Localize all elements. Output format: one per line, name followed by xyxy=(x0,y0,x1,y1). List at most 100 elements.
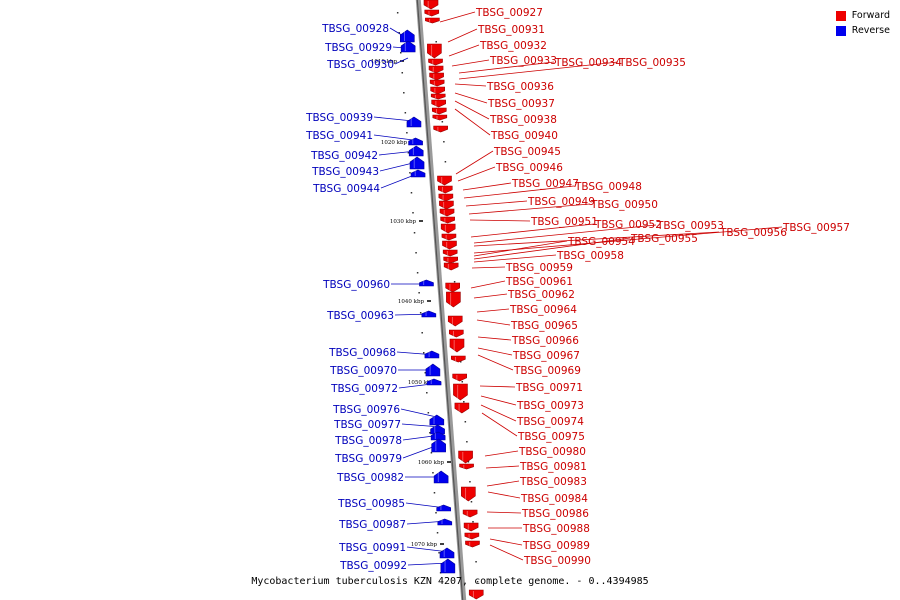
forward-gene-label[interactable]: TBSG_00964 xyxy=(509,304,577,316)
forward-gene-label[interactable]: TBSG_00958 xyxy=(556,250,624,262)
forward-gene-label[interactable]: TBSG_00937 xyxy=(487,98,555,110)
reverse-gene-label[interactable]: TBSG_00987 xyxy=(338,519,406,531)
forward-gene-label[interactable]: TBSG_00989 xyxy=(522,540,590,552)
forward-gene-label[interactable]: TBSG_00946 xyxy=(495,162,563,174)
forward-gene-36[interactable] xyxy=(459,463,474,470)
forward-gene-33[interactable] xyxy=(453,383,468,401)
forward-gene-label[interactable]: TBSG_00984 xyxy=(520,493,588,505)
forward-gene-16[interactable] xyxy=(438,193,454,202)
forward-gene-label[interactable]: TBSG_00947 xyxy=(511,178,579,190)
forward-gene-14[interactable] xyxy=(437,175,452,186)
reverse-gene-label[interactable]: TBSG_00968 xyxy=(328,347,396,359)
forward-gene-label[interactable]: TBSG_00948 xyxy=(574,181,642,193)
reverse-gene-label[interactable]: TBSG_00976 xyxy=(332,404,400,416)
reverse-gene-label[interactable]: TBSG_00960 xyxy=(322,279,390,291)
forward-gene-20[interactable] xyxy=(440,223,456,234)
reverse-gene-19[interactable] xyxy=(439,547,455,559)
reverse-gene-label[interactable]: TBSG_00991 xyxy=(338,542,406,554)
forward-gene-label[interactable]: TBSG_00971 xyxy=(515,382,583,394)
forward-gene-label[interactable]: TBSG_00973 xyxy=(516,400,584,412)
forward-gene-37[interactable] xyxy=(461,486,476,502)
forward-gene-label[interactable]: TBSG_00927 xyxy=(475,7,543,19)
forward-gene-13[interactable] xyxy=(433,125,448,133)
forward-gene-label[interactable]: TBSG_00961 xyxy=(505,276,573,288)
reverse-gene-label[interactable]: TBSG_00943 xyxy=(311,166,379,178)
reverse-gene-7[interactable] xyxy=(419,279,434,287)
reverse-gene-11[interactable] xyxy=(426,378,442,386)
reverse-gene-label[interactable]: TBSG_00929 xyxy=(324,42,392,54)
forward-gene-label[interactable]: TBSG_00933 xyxy=(489,55,557,67)
reverse-gene-0[interactable] xyxy=(399,29,415,43)
reverse-gene-12[interactable] xyxy=(429,414,445,426)
reverse-gene-label[interactable]: TBSG_00978 xyxy=(334,435,402,447)
forward-gene-label[interactable]: TBSG_00954 xyxy=(567,236,635,248)
reverse-gene-label[interactable]: TBSG_00970 xyxy=(329,365,397,377)
forward-gene-23[interactable] xyxy=(442,249,458,257)
reverse-gene-16[interactable] xyxy=(433,470,449,484)
reverse-gene-3[interactable] xyxy=(408,137,423,146)
forward-gene-label[interactable]: TBSG_00966 xyxy=(511,335,579,347)
reverse-gene-18[interactable] xyxy=(437,518,453,526)
reverse-gene-label[interactable]: TBSG_00941 xyxy=(305,130,373,142)
forward-gene-label[interactable]: TBSG_00981 xyxy=(519,461,587,473)
forward-gene-18[interactable] xyxy=(439,208,455,217)
forward-gene-label[interactable]: TBSG_00967 xyxy=(512,350,580,362)
forward-gene-label[interactable]: TBSG_00935 xyxy=(618,57,686,69)
reverse-gene-label[interactable]: TBSG_00972 xyxy=(330,383,398,395)
reverse-gene-label[interactable]: TBSG_00942 xyxy=(310,150,378,162)
forward-gene-19[interactable] xyxy=(440,216,455,224)
forward-gene-label[interactable]: TBSG_00934 xyxy=(554,57,622,69)
forward-gene-9[interactable] xyxy=(430,93,446,100)
forward-gene-label[interactable]: TBSG_00940 xyxy=(490,130,558,142)
forward-gene-label[interactable]: TBSG_00975 xyxy=(517,431,585,443)
forward-gene-8[interactable] xyxy=(430,86,445,95)
reverse-gene-label[interactable]: TBSG_00982 xyxy=(336,472,404,484)
forward-gene-label[interactable]: TBSG_00969 xyxy=(513,365,581,377)
forward-gene-6[interactable] xyxy=(429,72,444,81)
forward-gene-17[interactable] xyxy=(439,200,454,210)
reverse-gene-4[interactable] xyxy=(408,145,424,157)
reverse-gene-label[interactable]: TBSG_00928 xyxy=(321,23,389,35)
reverse-gene-17[interactable] xyxy=(436,504,452,512)
forward-gene-label[interactable]: TBSG_00955 xyxy=(630,233,698,245)
forward-gene-label[interactable]: TBSG_00990 xyxy=(523,555,591,567)
forward-gene-5[interactable] xyxy=(428,65,444,74)
forward-gene-32[interactable] xyxy=(452,373,467,382)
reverse-gene-14[interactable] xyxy=(430,431,446,441)
forward-gene-12[interactable] xyxy=(432,114,448,121)
forward-gene-38[interactable] xyxy=(462,509,478,518)
forward-gene-11[interactable] xyxy=(431,107,447,115)
forward-gene-15[interactable] xyxy=(437,185,453,194)
forward-gene-31[interactable] xyxy=(450,355,466,363)
reverse-gene-label[interactable]: TBSG_00939 xyxy=(305,112,373,124)
reverse-gene-13[interactable] xyxy=(430,424,445,435)
reverse-gene-8[interactable] xyxy=(421,310,437,318)
forward-gene-24[interactable] xyxy=(443,256,459,264)
forward-gene-2[interactable] xyxy=(425,17,440,24)
reverse-gene-15[interactable] xyxy=(431,438,446,453)
forward-gene-label[interactable]: TBSG_00950 xyxy=(590,199,658,211)
forward-gene-label[interactable]: TBSG_00986 xyxy=(521,508,589,520)
reverse-gene-6[interactable] xyxy=(410,169,426,178)
forward-gene-34[interactable] xyxy=(454,402,470,414)
forward-gene-label[interactable]: TBSG_00980 xyxy=(518,446,586,458)
reverse-gene-5[interactable] xyxy=(409,156,425,170)
forward-gene-1[interactable] xyxy=(424,9,440,17)
reverse-gene-label[interactable]: TBSG_00979 xyxy=(334,453,402,465)
forward-gene-label[interactable]: TBSG_00931 xyxy=(477,24,545,36)
forward-gene-label[interactable]: TBSG_00957 xyxy=(782,222,850,234)
forward-gene-label[interactable]: TBSG_00951 xyxy=(530,216,598,228)
forward-gene-21[interactable] xyxy=(441,233,457,241)
reverse-gene-20[interactable] xyxy=(440,558,456,574)
reverse-gene-2[interactable] xyxy=(406,116,422,128)
forward-gene-25[interactable] xyxy=(443,262,459,271)
reverse-gene-label[interactable]: TBSG_00963 xyxy=(326,310,394,322)
forward-gene-39[interactable] xyxy=(463,522,479,532)
reverse-gene-9[interactable] xyxy=(424,350,440,359)
forward-gene-30[interactable] xyxy=(449,338,465,353)
forward-gene-label[interactable]: TBSG_00953 xyxy=(656,220,724,232)
forward-gene-label[interactable]: TBSG_00932 xyxy=(479,40,547,52)
forward-gene-42[interactable] xyxy=(468,589,484,600)
reverse-gene-1[interactable] xyxy=(400,40,416,53)
forward-gene-label[interactable]: TBSG_00988 xyxy=(522,523,590,535)
